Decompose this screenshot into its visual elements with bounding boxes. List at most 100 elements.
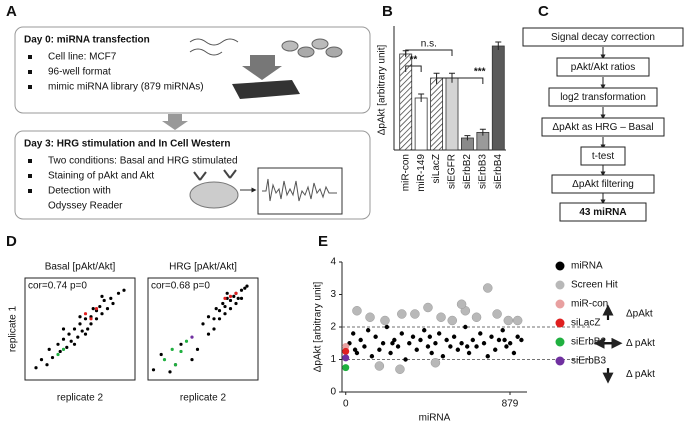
panel-label: E xyxy=(318,233,328,250)
data-point xyxy=(89,317,93,321)
x-axis-label: miRNA xyxy=(419,413,451,422)
data-point xyxy=(493,347,498,352)
data-point xyxy=(502,337,507,343)
flow-node xyxy=(541,117,665,137)
data-point xyxy=(221,301,225,306)
y-tick-label: 4 xyxy=(330,257,336,268)
data-point xyxy=(471,312,482,322)
data-point xyxy=(440,354,446,359)
data-point xyxy=(384,324,390,330)
data-point xyxy=(352,347,358,352)
box-item: Cell line: MCF7 xyxy=(48,52,117,63)
bar xyxy=(491,45,505,151)
data-point xyxy=(72,342,77,346)
flow-node-label: t-test xyxy=(592,151,614,162)
data-point xyxy=(98,304,102,309)
box-item: Staining of pAkt and Akt xyxy=(48,171,154,182)
data-point xyxy=(377,347,382,352)
data-point xyxy=(496,337,502,343)
data-point xyxy=(86,327,90,331)
data-point xyxy=(109,296,113,300)
data-point xyxy=(179,349,183,354)
data-point xyxy=(234,301,238,306)
data-point xyxy=(485,354,490,359)
x-tick-label: siLacZ xyxy=(431,154,442,183)
data-point xyxy=(100,312,104,316)
data-point xyxy=(80,329,84,333)
data-point xyxy=(407,341,412,346)
bar xyxy=(445,77,459,151)
data-point xyxy=(380,315,390,326)
data-point xyxy=(455,347,461,352)
data-point xyxy=(430,358,441,368)
data-point xyxy=(395,364,405,374)
data-point xyxy=(342,347,350,355)
box-item: mimic miRNA library (879 miRNAs) xyxy=(48,82,204,93)
y-tick-label: 0 xyxy=(330,387,336,398)
data-point xyxy=(470,337,476,343)
data-point xyxy=(500,328,505,333)
data-point xyxy=(519,337,524,343)
data-point xyxy=(69,339,73,343)
data-point xyxy=(61,347,66,351)
legend-label: miRNA xyxy=(571,261,603,272)
legend-label: siErbB2 xyxy=(571,337,606,348)
data-point xyxy=(410,334,416,339)
x-tick-label: miR-149 xyxy=(416,154,427,192)
bullet xyxy=(28,189,32,193)
y-axis-label: replicate 1 xyxy=(8,305,19,352)
data-point xyxy=(456,299,467,309)
x-tick-label: 879 xyxy=(502,399,519,410)
data-point xyxy=(223,304,227,309)
data-point xyxy=(351,331,356,336)
x-tick-label: siErbB4 xyxy=(493,154,504,189)
data-point xyxy=(427,334,433,339)
data-point xyxy=(58,349,62,354)
box-title: Day 3: HRG stimulation and In Cell Weste… xyxy=(24,139,231,150)
data-point xyxy=(478,331,483,336)
data-point xyxy=(369,354,375,359)
data-point xyxy=(61,327,66,331)
flow-node-label: 43 miRNA xyxy=(579,207,626,218)
bracket xyxy=(436,77,484,84)
panel-label: D xyxy=(6,233,17,250)
data-point xyxy=(410,309,420,319)
step-arrow xyxy=(162,114,188,130)
data-point xyxy=(474,344,479,349)
data-point xyxy=(232,294,236,298)
flow-node xyxy=(551,174,655,194)
data-point xyxy=(184,339,189,343)
y-tick-label: 1 xyxy=(330,354,336,365)
significance-label: *** xyxy=(474,67,486,78)
plot-frame xyxy=(147,277,259,381)
data-point xyxy=(373,334,378,339)
error-bar xyxy=(418,93,425,102)
data-point xyxy=(212,327,216,331)
flow-node-label: pAkt/Akt ratios xyxy=(571,62,635,73)
data-point xyxy=(239,288,244,292)
data-point xyxy=(422,328,427,333)
data-point xyxy=(239,296,244,300)
data-point xyxy=(45,363,49,367)
box-item: Odyssey Reader xyxy=(48,201,123,212)
panel-label: A xyxy=(6,3,17,20)
data-point xyxy=(444,337,449,343)
data-point xyxy=(448,344,453,349)
data-point xyxy=(102,298,106,303)
error-bar xyxy=(479,128,486,136)
plot-annotation: cor=0.74 p=0 xyxy=(28,281,87,292)
western-icon xyxy=(189,167,343,215)
data-point xyxy=(162,358,167,362)
data-point xyxy=(91,307,95,311)
data-point xyxy=(190,335,194,339)
data-point xyxy=(342,364,350,372)
bar xyxy=(430,77,443,151)
data-point xyxy=(365,312,375,322)
data-point xyxy=(492,309,502,319)
panel-label: C xyxy=(538,3,549,20)
data-point xyxy=(47,347,51,351)
bullet xyxy=(28,85,32,89)
bracket xyxy=(405,65,422,72)
data-point xyxy=(352,306,362,316)
